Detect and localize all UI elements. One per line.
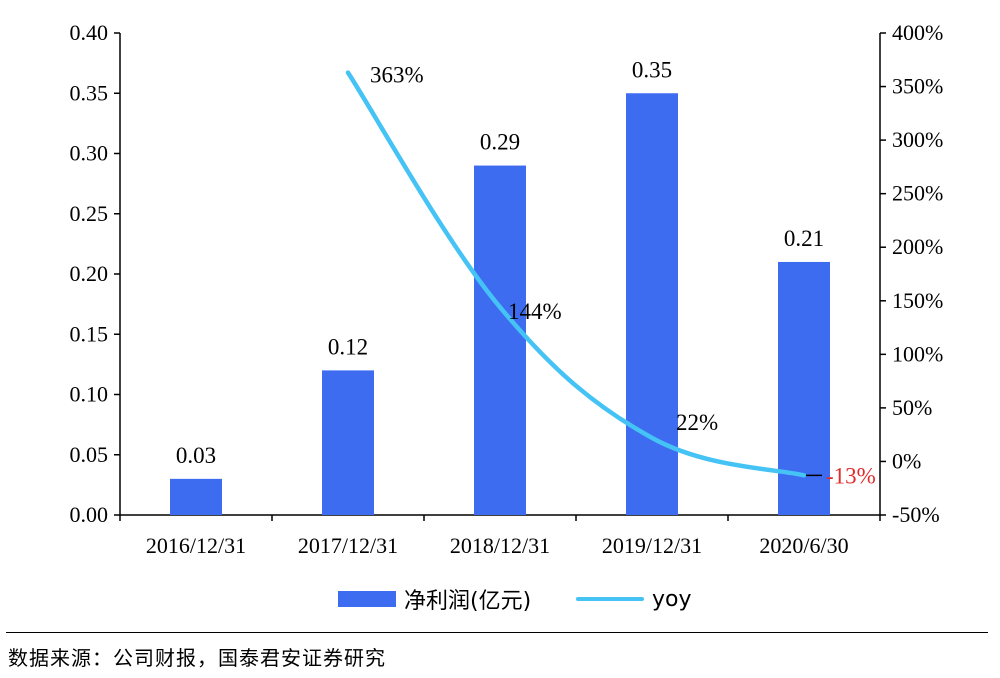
- bar-data-label: 0.35: [632, 57, 672, 82]
- legend-item-yoy: yoy: [576, 582, 692, 616]
- left-tick-label: 0.05: [70, 442, 109, 467]
- legend-line-swatch: [576, 597, 644, 601]
- x-tick-label: 2019/12/31: [602, 533, 702, 558]
- source-note: 数据来源：公司财报，国泰君安证券研究: [8, 646, 386, 670]
- right-tick-label: 0%: [892, 448, 921, 473]
- bar-data-label: 0.03: [176, 443, 216, 468]
- legend-item-profit: 净利润(亿元): [338, 582, 531, 616]
- left-tick-label: 0.10: [70, 382, 109, 407]
- bar-data-label: 0.12: [328, 334, 368, 359]
- chart-canvas: 0.00 0.05 0.10 0.15 0.20 0.25 0.30 0.35 0.40 -50%…: [70, 20, 944, 558]
- footer-divider: [6, 632, 988, 633]
- left-tick-label: 0.25: [70, 201, 109, 226]
- bar: [626, 93, 678, 515]
- right-tick-label: -50%: [892, 502, 940, 527]
- legend-label-profit: 净利润(亿元): [404, 589, 532, 614]
- x-tick-label: 2016/12/31: [146, 533, 246, 558]
- right-tick-label: 50%: [892, 395, 932, 420]
- legend-bar-swatch: [338, 591, 396, 607]
- right-tick-label: 200%: [892, 234, 943, 259]
- line-data-label: -13%: [826, 463, 876, 488]
- right-tick-label: 150%: [892, 288, 943, 313]
- x-tick-label: 2018/12/31: [450, 533, 550, 558]
- left-tick-label: 0.20: [70, 261, 109, 286]
- line-data-label: 363%: [370, 63, 424, 88]
- legend: 净利润(亿元) yoy: [0, 582, 1000, 616]
- bar: [322, 370, 374, 515]
- yoy-line: [345, 70, 807, 478]
- x-tick-label: 2017/12/31: [298, 533, 398, 558]
- line-data-label: 22%: [676, 410, 718, 435]
- bar: [170, 478, 222, 515]
- left-tick-label: 0.35: [70, 80, 109, 105]
- bar: [474, 165, 526, 516]
- left-tick-label: 0.40: [70, 20, 109, 45]
- right-tick-label: 400%: [892, 20, 943, 45]
- left-tick-label: 0.30: [70, 141, 109, 166]
- right-tick-label: 300%: [892, 127, 943, 152]
- x-tick-label: 2020/6/30: [759, 533, 848, 558]
- line-data-label: 144%: [508, 299, 562, 324]
- bar-data-label: 0.29: [480, 130, 520, 155]
- legend-label-yoy: yoy: [652, 586, 692, 612]
- right-tick-label: 250%: [892, 181, 943, 206]
- right-tick-label: 350%: [892, 74, 943, 99]
- left-tick-label: 0.15: [70, 321, 109, 346]
- right-tick-label: 100%: [892, 341, 943, 366]
- bar-data-label: 0.21: [784, 226, 824, 251]
- left-tick-label: 0.00: [70, 502, 109, 527]
